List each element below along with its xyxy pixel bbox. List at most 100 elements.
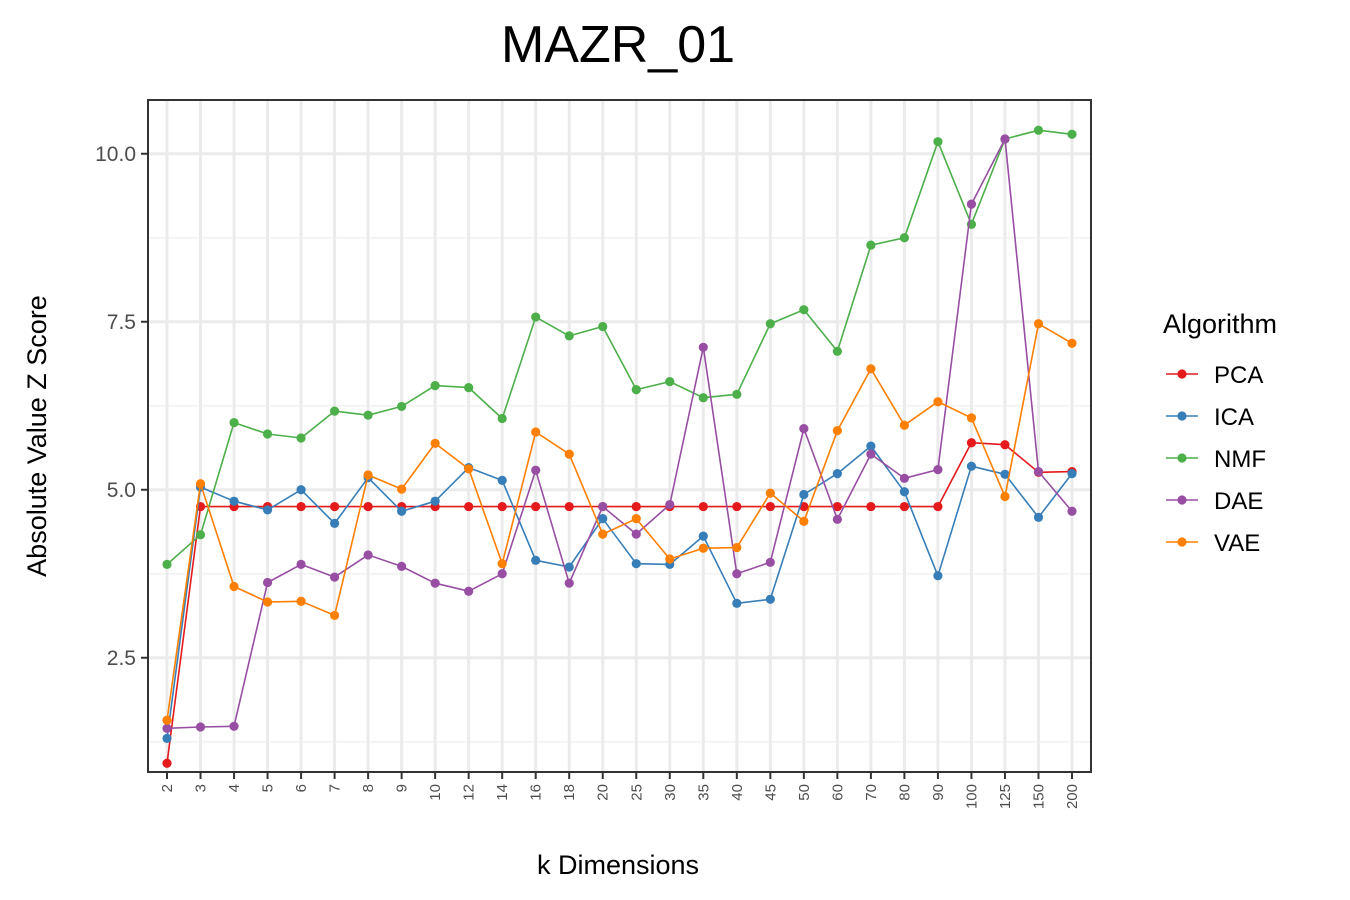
series-line-dae bbox=[166, 138, 1073, 730]
data-point-vae bbox=[296, 596, 306, 606]
series-line-vae bbox=[166, 322, 1073, 721]
x-tick-label: 150 bbox=[1030, 784, 1047, 809]
data-point-nmf bbox=[296, 433, 306, 443]
data-point-pca bbox=[732, 501, 742, 512]
data-point-dae bbox=[195, 722, 206, 732]
plot-panel bbox=[147, 99, 1092, 773]
data-point-dae bbox=[564, 578, 574, 588]
data-point-vae bbox=[195, 479, 206, 489]
data-point-vae bbox=[531, 427, 541, 437]
legend-items: PCA ICA NMF DAE VAE bbox=[1166, 362, 1266, 557]
data-point-nmf bbox=[799, 305, 809, 315]
data-point-nmf bbox=[229, 417, 239, 428]
data-point-ica bbox=[162, 733, 172, 744]
data-point-pca bbox=[933, 501, 943, 512]
data-point-nmf bbox=[162, 559, 172, 569]
x-tick-label: 60 bbox=[829, 784, 846, 801]
legend-item-vae: VAE bbox=[1166, 530, 1260, 557]
x-tick-label: 4 bbox=[226, 784, 243, 792]
data-point-vae bbox=[899, 420, 910, 430]
x-tick-label: 18 bbox=[561, 784, 578, 801]
data-point-ica bbox=[799, 489, 809, 500]
x-tick-label: 3 bbox=[193, 784, 210, 792]
y-tick-label: 10.0 bbox=[95, 143, 136, 166]
x-tick-label: 40 bbox=[729, 784, 746, 801]
data-point-vae bbox=[799, 516, 809, 526]
data-point-vae bbox=[162, 715, 172, 725]
plot-panel-border bbox=[147, 99, 1092, 773]
data-point-dae bbox=[531, 465, 541, 475]
series-dae bbox=[162, 134, 1077, 733]
data-point-nmf bbox=[899, 233, 910, 243]
series-line-nmf bbox=[166, 129, 1073, 565]
data-point-vae bbox=[866, 364, 876, 374]
legend-item-pca: PCA bbox=[1166, 362, 1263, 389]
data-point-dae bbox=[832, 514, 842, 524]
data-point-vae bbox=[698, 543, 708, 553]
data-point-pca bbox=[329, 501, 340, 512]
data-point-pca bbox=[363, 501, 373, 512]
data-point-dae bbox=[162, 723, 172, 733]
data-point-pca bbox=[497, 501, 507, 512]
data-point-ica bbox=[631, 559, 641, 569]
data-point-vae bbox=[966, 413, 977, 423]
data-point-nmf bbox=[397, 401, 407, 412]
data-point-ica bbox=[1033, 512, 1044, 522]
data-point-dae bbox=[698, 342, 708, 352]
data-point-pca bbox=[564, 501, 574, 512]
data-point-dae bbox=[799, 424, 809, 434]
x-tick-label: 9 bbox=[394, 784, 411, 792]
data-point-vae bbox=[832, 426, 842, 436]
data-point-pca bbox=[162, 758, 172, 768]
data-point-vae bbox=[665, 554, 675, 564]
x-tick-label: 100 bbox=[963, 784, 980, 809]
data-point-nmf bbox=[1067, 129, 1077, 139]
data-point-ica bbox=[832, 469, 842, 479]
data-point-ica bbox=[262, 505, 273, 515]
x-tick-label: 50 bbox=[796, 784, 813, 801]
data-point-ica bbox=[732, 598, 742, 608]
x-tick-label: 6 bbox=[293, 784, 310, 792]
data-point-nmf bbox=[497, 413, 507, 424]
legend-label-nmf: NMF bbox=[1214, 446, 1266, 473]
data-point-dae bbox=[866, 449, 876, 459]
data-point-dae bbox=[933, 465, 943, 475]
data-point-vae bbox=[1000, 491, 1010, 502]
y-tick-label: 7.5 bbox=[107, 311, 136, 334]
x-tick-label: 12 bbox=[461, 784, 478, 801]
legend-key-point bbox=[1177, 411, 1187, 421]
data-point-dae bbox=[1000, 134, 1010, 144]
data-point-nmf bbox=[531, 312, 541, 322]
data-point-vae bbox=[598, 529, 608, 539]
data-point-vae bbox=[497, 559, 507, 569]
x-tick-label: 45 bbox=[762, 784, 779, 801]
data-point-nmf bbox=[1033, 125, 1044, 135]
series-nmf bbox=[162, 125, 1077, 569]
data-point-ica bbox=[296, 485, 306, 495]
data-point-ica bbox=[397, 506, 407, 516]
data-point-vae bbox=[1067, 338, 1077, 348]
data-point-dae bbox=[732, 569, 742, 579]
x-axis: 2 3 4 5 6 7 8 9 10 12 14 16 18 20 25 30 35 40 45 50 60 70 80 90… bbox=[159, 772, 1081, 809]
data-point-nmf bbox=[195, 530, 206, 540]
x-tick-label: 8 bbox=[360, 784, 377, 792]
data-point-dae bbox=[631, 529, 641, 539]
x-axis-title: k Dimensions bbox=[537, 850, 699, 880]
data-point-nmf bbox=[933, 137, 943, 147]
legend-label-pca: PCA bbox=[1214, 362, 1263, 389]
data-point-pca bbox=[899, 501, 910, 512]
data-point-nmf bbox=[765, 319, 775, 329]
y-tick-label: 2.5 bbox=[107, 647, 136, 670]
data-point-dae bbox=[363, 550, 373, 560]
data-point-pca bbox=[631, 501, 641, 512]
x-tick-label: 70 bbox=[863, 784, 880, 801]
data-point-pca bbox=[832, 501, 842, 512]
data-point-ica bbox=[1000, 469, 1010, 479]
data-point-dae bbox=[497, 569, 507, 579]
series-layer bbox=[162, 125, 1077, 768]
data-point-ica bbox=[531, 555, 541, 565]
data-point-pca bbox=[765, 501, 775, 512]
data-point-pca bbox=[531, 501, 541, 512]
legend-key-point bbox=[1177, 495, 1187, 505]
